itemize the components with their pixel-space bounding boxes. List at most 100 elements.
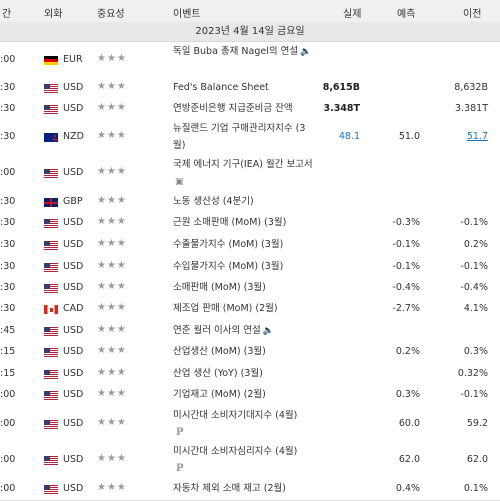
us-flag-icon bbox=[44, 327, 58, 336]
us-flag-icon bbox=[44, 485, 58, 494]
table-row[interactable]: :00 EUR ★★★ 독일 Buba 총재 Nagel의 연설 🔈 bbox=[0, 42, 500, 78]
event-name[interactable]: 노동 생산성 (4분기) bbox=[173, 193, 315, 210]
event-name-text[interactable]: 근원 소매판매 (MoM) (3월) bbox=[173, 217, 287, 228]
importance-stars-icon: ★★★ bbox=[97, 367, 127, 378]
event-name[interactable]: 소매판매 (MoM) (3월) bbox=[173, 279, 315, 296]
event-name[interactable]: 기업재고 (MoM) (2월) bbox=[173, 386, 315, 403]
table-row[interactable]: :30 USD ★★★ 연방준비은행 지급준비금 잔액 3.348T 3.381T bbox=[0, 98, 500, 120]
event-name-text[interactable]: 독일 Buba 총재 Nagel의 연설 bbox=[173, 46, 299, 57]
event-time: :00 bbox=[0, 483, 16, 494]
event-name[interactable]: 연준 월러 이사의 연설 🔈 bbox=[173, 322, 315, 340]
us-flag-icon bbox=[44, 456, 58, 465]
event-name[interactable]: 산업 생산 (YoY) (3월) bbox=[173, 365, 315, 382]
date-row: 2023년 4월 14일 금요일 bbox=[0, 22, 500, 42]
event-name-text[interactable]: 기업재고 (MoM) (2월) bbox=[173, 389, 266, 400]
importance-stars-icon: ★★★ bbox=[97, 302, 127, 313]
event-name[interactable]: 미시간대 소비자심리지수 (4월) P bbox=[173, 443, 315, 477]
event-name-text[interactable]: 연준 월러 이사의 연설 bbox=[173, 325, 261, 336]
event-time: :15 bbox=[0, 346, 16, 357]
table-row[interactable]: :30 GBP ★★★ 노동 생산성 (4분기) bbox=[0, 191, 500, 213]
table-row[interactable]: :00 USD ★★★ 미시간대 소비자심리지수 (4월) P 62.0 62.0 bbox=[0, 442, 500, 479]
table-row[interactable]: :00 USD ★★★ 자동차 제외 소매 재고 (2월) 0.4% 0.1% bbox=[0, 478, 500, 501]
table-row[interactable]: :30 USD ★★★ 수출물가지수 (MoM) (3월) -0.1% 0.2% bbox=[0, 234, 500, 257]
currency-code: USD bbox=[63, 346, 84, 357]
table-row[interactable]: :30 USD ★★★ Fed's Balance Sheet 8,615B 8,632B bbox=[0, 77, 500, 99]
event-name[interactable]: 국제 에너지 기구(IEA) 월간 보고서 ▣ bbox=[173, 156, 315, 191]
event-time: :45 bbox=[0, 325, 16, 336]
header-previous[interactable]: 이전 bbox=[463, 9, 482, 20]
event-name[interactable]: 제조업 판매 (MoM) (2월) bbox=[173, 300, 315, 317]
event-name-text[interactable]: 미시간대 소비자기대지수 (4월) bbox=[173, 410, 298, 421]
event-time: :30 bbox=[0, 239, 16, 250]
table-row[interactable]: :30 NZD ★★★ 뉴질랜드 기업 구매관리자지수 (3월) 48.1 51.0 51.… bbox=[0, 119, 500, 156]
event-name-text[interactable]: 수출물가지수 (MoM) (3월) bbox=[173, 239, 284, 250]
header-forecast[interactable]: 예측 bbox=[397, 9, 416, 20]
forecast-value: -2.7% bbox=[392, 303, 420, 314]
event-name-text[interactable]: 산업 생산 (YoY) (3월) bbox=[173, 368, 263, 379]
gb-flag-icon bbox=[44, 198, 58, 207]
event-name-text[interactable]: 소매판매 (MoM) (3월) bbox=[173, 282, 266, 293]
event-name-text[interactable]: Fed's Balance Sheet bbox=[173, 82, 269, 93]
currency-code: USD bbox=[63, 282, 84, 293]
event-time: :30 bbox=[0, 103, 16, 114]
speaker-icon: 🔈 bbox=[262, 326, 274, 336]
event-name[interactable]: 산업생산 (MoM) (3월) bbox=[173, 343, 315, 360]
event-name[interactable]: 수입물가지수 (MoM) (3월) bbox=[173, 258, 315, 275]
event-name-text[interactable]: 미시간대 소비자심리지수 (4월) bbox=[173, 446, 298, 457]
header-importance[interactable]: 중요성 bbox=[97, 9, 125, 20]
event-name[interactable]: 연방준비은행 지급준비금 잔액 bbox=[173, 100, 315, 117]
currency-code: EUR bbox=[63, 54, 83, 65]
us-flag-icon bbox=[44, 391, 58, 400]
event-name[interactable]: 미시간대 소비자기대지수 (4월) P bbox=[173, 407, 315, 441]
importance-stars-icon: ★★★ bbox=[97, 453, 127, 464]
forecast-value: -0.4% bbox=[392, 282, 420, 293]
table-row[interactable]: :15 USD ★★★ 산업생산 (MoM) (3월) 0.2% 0.3% bbox=[0, 341, 500, 364]
us-flag-icon bbox=[44, 105, 58, 114]
header-currency[interactable]: 외화 bbox=[44, 9, 63, 20]
previous-value: -0.4% bbox=[460, 282, 488, 293]
event-time: :30 bbox=[0, 82, 16, 93]
ca-flag-icon bbox=[44, 305, 58, 314]
table-row[interactable]: :00 USD ★★★ 기업재고 (MoM) (2월) 0.3% -0.1% bbox=[0, 384, 500, 407]
table-row[interactable]: :30 USD ★★★ 근원 소매판매 (MoM) (3월) -0.3% -0.1% bbox=[0, 212, 500, 235]
table-row[interactable]: :30 USD ★★★ 소매판매 (MoM) (3월) -0.4% -0.4% bbox=[0, 277, 500, 299]
event-name-text[interactable]: 노동 생산성 (4분기) bbox=[173, 196, 254, 207]
table-row[interactable]: :45 USD ★★★ 연준 월러 이사의 연설 🔈 bbox=[0, 320, 500, 342]
previous-value: 0.2% bbox=[463, 239, 488, 250]
event-name-text[interactable]: 국제 에너지 기구(IEA) 월간 보고서 bbox=[173, 159, 313, 170]
actual-value: 48.1 bbox=[338, 131, 360, 142]
event-name[interactable]: 수출물가지수 (MoM) (3월) bbox=[173, 236, 315, 253]
previous-value[interactable]: 51.7 bbox=[466, 131, 488, 142]
event-name[interactable]: 뉴질랜드 기업 구매관리자지수 (3월) bbox=[173, 120, 315, 154]
importance-stars-icon: ★★★ bbox=[97, 102, 127, 113]
table-header: 간 외화 중요성 이벤트 실제 예측 이전 bbox=[0, 0, 500, 23]
header-actual[interactable]: 실제 bbox=[343, 9, 362, 20]
event-name-text[interactable]: 자동차 제외 소매 재고 (2월) bbox=[173, 483, 286, 494]
preliminary-icon: P bbox=[176, 463, 184, 474]
table-row[interactable]: :30 CAD ★★★ 제조업 판매 (MoM) (2월) -2.7% 4.1% bbox=[0, 298, 500, 321]
forecast-value: -0.1% bbox=[392, 261, 420, 272]
event-name[interactable]: 자동차 제외 소매 재고 (2월) bbox=[173, 480, 315, 497]
header-time[interactable]: 간 bbox=[2, 9, 12, 20]
event-name[interactable]: Fed's Balance Sheet bbox=[173, 79, 315, 96]
event-name-text[interactable]: 수입물가지수 (MoM) (3월) bbox=[173, 261, 284, 272]
previous-value: 59.2 bbox=[466, 418, 488, 429]
table-row[interactable]: :15 USD ★★★ 산업 생산 (YoY) (3월) 0.32% bbox=[0, 363, 500, 385]
event-name-text[interactable]: 연방준비은행 지급준비금 잔액 bbox=[173, 103, 293, 114]
event-name[interactable]: 근원 소매판매 (MoM) (3월) bbox=[173, 214, 315, 231]
previous-value: 4.1% bbox=[463, 303, 488, 314]
de-flag-icon bbox=[44, 56, 58, 65]
event-name-text[interactable]: 뉴질랜드 기업 구매관리자지수 (3월) bbox=[173, 123, 306, 151]
currency-code: USD bbox=[63, 325, 84, 336]
us-flag-icon bbox=[44, 348, 58, 357]
event-name-text[interactable]: 제조업 판매 (MoM) (2월) bbox=[173, 303, 278, 314]
currency-code: USD bbox=[63, 261, 84, 272]
report-icon: ▣ bbox=[175, 177, 184, 187]
currency-code: GBP bbox=[63, 196, 83, 207]
event-name[interactable]: 독일 Buba 총재 Nagel의 연설 🔈 bbox=[173, 43, 315, 61]
event-name-text[interactable]: 산업생산 (MoM) (3월) bbox=[173, 346, 266, 357]
table-row[interactable]: :00 USD ★★★ 국제 에너지 기구(IEA) 월간 보고서 ▣ bbox=[0, 155, 500, 192]
table-row[interactable]: :30 USD ★★★ 수입물가지수 (MoM) (3월) -0.1% -0.1% bbox=[0, 256, 500, 278]
header-event[interactable]: 이벤트 bbox=[173, 9, 201, 20]
table-row[interactable]: :00 USD ★★★ 미시간대 소비자기대지수 (4월) P 60.0 59.2 bbox=[0, 406, 500, 443]
